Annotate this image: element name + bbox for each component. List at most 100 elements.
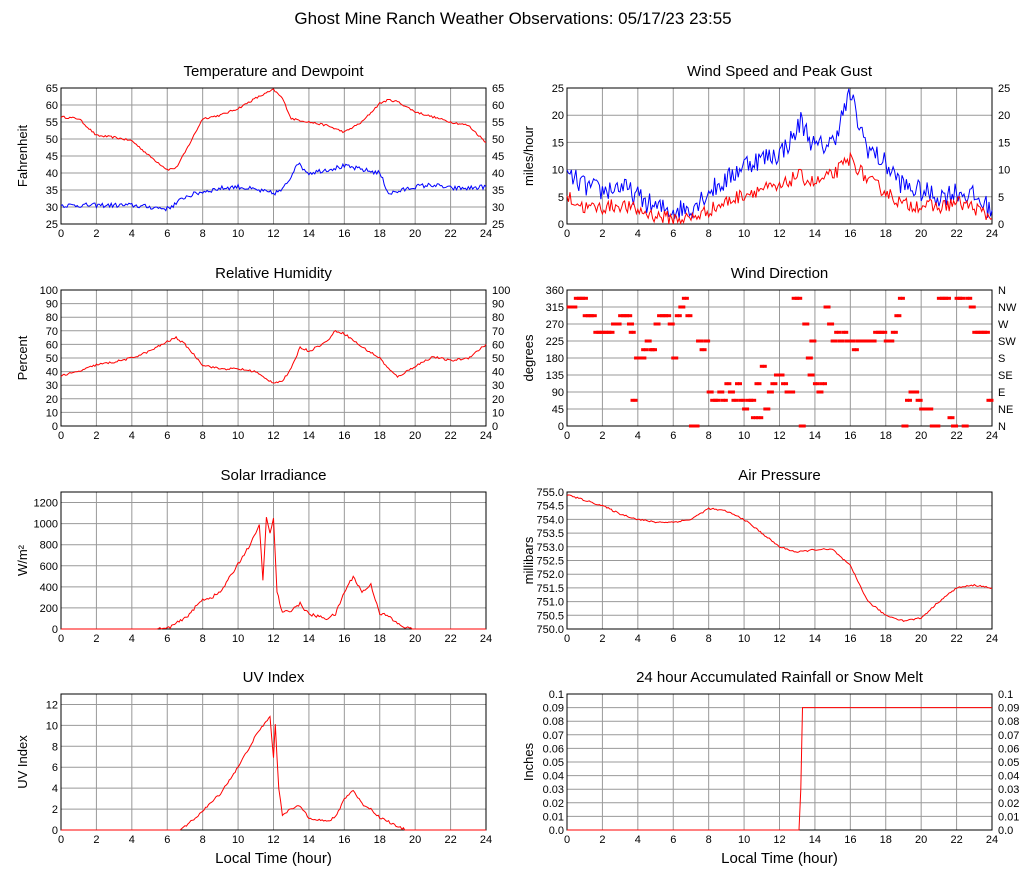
x-tick-label: 22: [444, 834, 456, 846]
data-point: [678, 305, 683, 309]
data-point: [600, 330, 605, 334]
data-point: [912, 390, 917, 394]
y-tick-label: 180: [546, 353, 564, 365]
y-tick-label-right: 25: [492, 219, 504, 231]
y-axis-label: Fahrenheit: [15, 125, 30, 188]
data-point: [862, 339, 867, 343]
x-tick-label: 2: [93, 430, 99, 442]
y-tick-label: 754.5: [536, 501, 564, 513]
data-point: [833, 339, 838, 343]
data-point: [791, 296, 796, 300]
x-tick-label: 4: [129, 633, 135, 645]
data-point: [815, 382, 820, 386]
y-tick-label: 200: [40, 603, 58, 615]
y-axis-label: degrees: [521, 334, 536, 381]
y-tick-label: 225: [546, 336, 564, 348]
y-tick-label-right: 30: [492, 380, 504, 392]
x-tick-label: 10: [738, 834, 750, 846]
x-tick-label: 2: [599, 633, 605, 645]
y-tick-label-right: 100: [492, 285, 510, 297]
x-tick-label: 12: [267, 834, 279, 846]
y-axis-label: Percent: [15, 335, 30, 380]
data-point: [667, 314, 672, 318]
x-tick-label: 20: [409, 228, 421, 240]
data-point: [754, 382, 759, 386]
y-tick-label: 0.08: [543, 716, 564, 728]
data-point: [844, 339, 849, 343]
x-axis-label: Local Time (hour): [721, 850, 838, 867]
x-tick-label: 22: [950, 430, 962, 442]
y-tick-label: 30: [46, 202, 58, 214]
data-point: [929, 424, 934, 428]
x-tick-label: 12: [773, 834, 785, 846]
y-tick-label: 70: [46, 326, 58, 338]
data-point: [713, 398, 718, 402]
x-tick-label: 0: [58, 633, 64, 645]
y-tick-label-right: 50: [492, 134, 504, 146]
data-point: [742, 407, 747, 411]
plot-frame: [60, 289, 487, 427]
data-point: [580, 296, 585, 300]
data-point: [573, 296, 578, 300]
data-point: [769, 390, 774, 394]
data-point: [841, 330, 846, 334]
x-tick-label: 8: [706, 430, 712, 442]
y-tick-label-right: 50: [492, 353, 504, 365]
chart-title: Wind Speed and Peak Gust: [687, 63, 873, 80]
data-point: [573, 305, 578, 309]
data-point: [677, 314, 682, 318]
data-point: [808, 356, 813, 360]
y-tick-label-right: 25: [998, 83, 1010, 95]
data-point: [753, 416, 758, 420]
data-point: [904, 424, 909, 428]
x-tick-label: 20: [409, 430, 421, 442]
data-point: [752, 398, 757, 402]
y-tick-label: 0.03: [543, 784, 564, 796]
data-point: [706, 339, 711, 343]
data-point: [887, 339, 892, 343]
y-tick-label-right: 0.05: [998, 757, 1019, 769]
data-point: [880, 330, 885, 334]
data-point: [780, 373, 785, 377]
data-point: [730, 390, 735, 394]
x-tick-label: 14: [809, 228, 821, 240]
data-point: [834, 330, 839, 334]
data-point: [592, 314, 597, 318]
chart-title: Relative Humidity: [215, 265, 332, 282]
data-point: [830, 339, 835, 343]
compass-label: NW: [998, 302, 1017, 314]
y-tick-label: 2: [52, 804, 58, 816]
x-tick-label: 6: [164, 228, 170, 240]
compass-label: S: [998, 353, 1005, 365]
data-point: [642, 356, 647, 360]
y-tick-label: 751.0: [536, 597, 564, 609]
data-point: [961, 296, 966, 300]
y-tick-label: 60: [46, 100, 58, 112]
y-tick-label: 753.5: [536, 528, 564, 540]
data-point: [607, 330, 612, 334]
data-point: [908, 390, 913, 394]
data-point: [699, 339, 704, 343]
data-point: [618, 314, 623, 318]
plot-frame: [60, 87, 487, 225]
x-tick-label: 8: [200, 633, 206, 645]
y-tick-label: 40: [46, 367, 58, 379]
series-line-red: [567, 707, 992, 831]
data-point: [985, 330, 990, 334]
x-tick-label: 4: [129, 228, 135, 240]
x-tick-label: 18: [880, 228, 892, 240]
x-tick-label: 6: [164, 430, 170, 442]
data-point: [946, 296, 951, 300]
y-tick-label: 50: [46, 134, 58, 146]
y-tick-label: 100: [40, 285, 58, 297]
data-point: [586, 314, 591, 318]
data-point: [801, 424, 806, 428]
data-point: [784, 382, 789, 386]
x-tick-label: 2: [599, 228, 605, 240]
x-tick-label: 16: [338, 633, 350, 645]
y-tick-label: 45: [552, 404, 564, 416]
y-tick-label: 12: [46, 699, 58, 711]
